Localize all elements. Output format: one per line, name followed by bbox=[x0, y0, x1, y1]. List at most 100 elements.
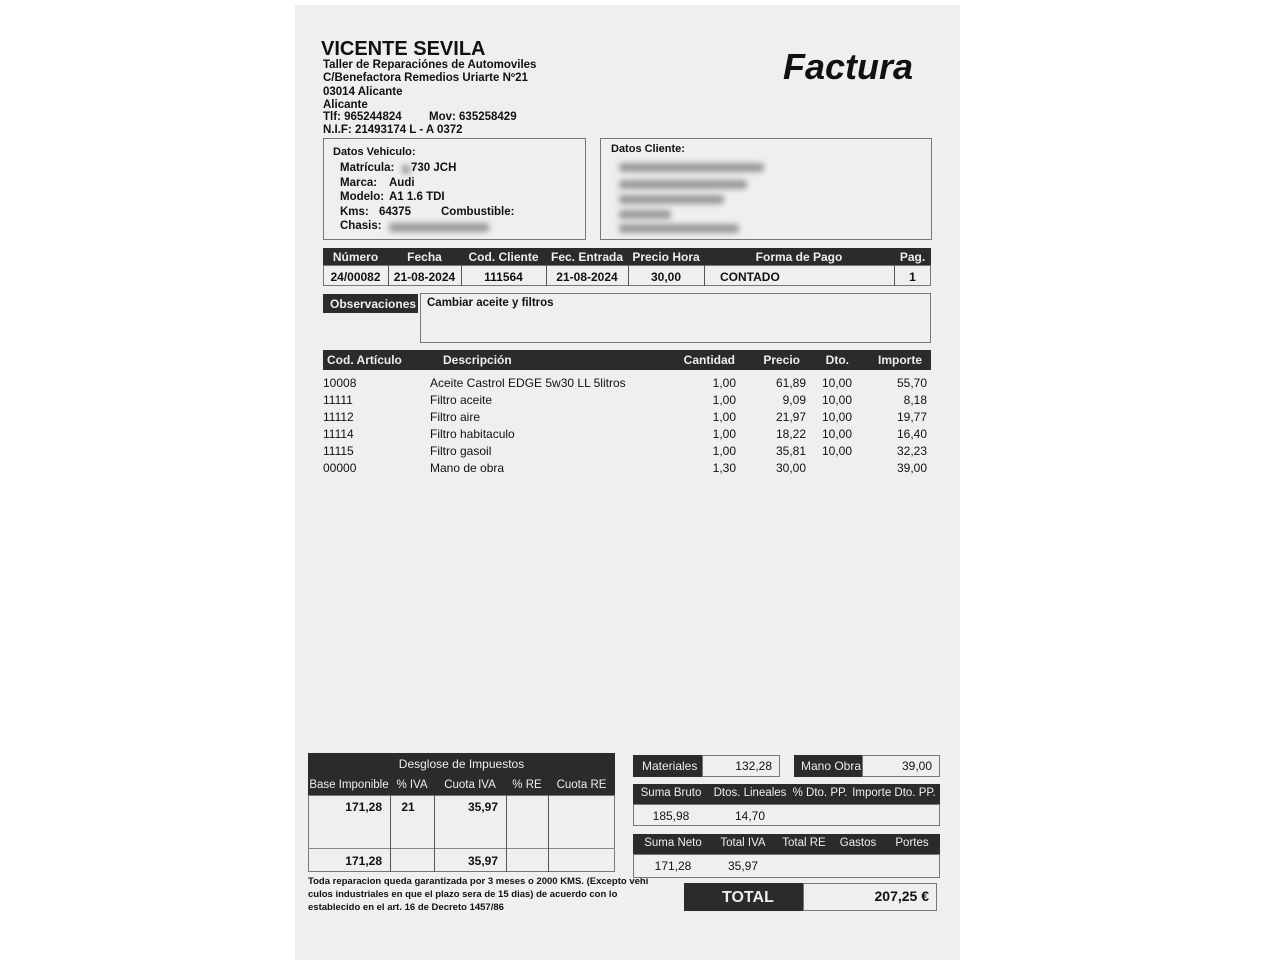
bruto-header bbox=[633, 784, 940, 804]
line-cell: 1,00 bbox=[712, 444, 736, 458]
line-cell: 10,00 bbox=[821, 410, 852, 424]
line-cell: 1,00 bbox=[712, 427, 736, 441]
line-cell: Filtro gasoil bbox=[430, 444, 492, 458]
company-subtitle: Taller de Reparaciónes de Automoviles bbox=[323, 59, 537, 71]
total-value: 207,25 € bbox=[874, 888, 930, 904]
company-postal: 03014 Alicante bbox=[323, 86, 403, 98]
lines-header-col: Precio bbox=[763, 353, 800, 367]
document-title: Factura bbox=[783, 46, 914, 87]
taxes-col: % RE bbox=[512, 779, 542, 791]
redacted-client bbox=[619, 210, 671, 219]
company-name: VICENTE SEVILA bbox=[321, 38, 486, 60]
divider bbox=[548, 795, 549, 872]
taxes-title: Desglose de Impuestos bbox=[398, 757, 525, 771]
modelo-value: A1 1.6 TDI bbox=[389, 191, 445, 203]
invoice-header-col: Pag. bbox=[899, 250, 926, 264]
guarantee-note: Toda reparacion queda garantizada por 3 … bbox=[308, 875, 648, 914]
line-cell: 1,00 bbox=[712, 376, 736, 390]
line-cell: Filtro aceite bbox=[430, 393, 493, 407]
bruto-col: Suma Bruto bbox=[640, 787, 702, 799]
taxes-header bbox=[308, 753, 615, 795]
divider bbox=[434, 795, 435, 872]
divider bbox=[704, 265, 705, 286]
company-phone: Tlf: 965244824 bbox=[323, 111, 402, 123]
materiales-value: 132,28 bbox=[735, 759, 772, 773]
line-cell: 1,00 bbox=[712, 393, 736, 407]
taxes-col: Cuota IVA bbox=[444, 779, 496, 791]
line-cell: 10008 bbox=[323, 376, 357, 390]
note-line: establecido en el art. 16 de Decreto 145… bbox=[308, 902, 504, 913]
note-line: culos industriales en que el plazo sera … bbox=[308, 889, 618, 900]
divider bbox=[308, 848, 615, 849]
lines-header-col: Cod. Artículo bbox=[327, 353, 402, 367]
company-city: Alicante bbox=[323, 99, 368, 111]
marca-label: Marca: bbox=[340, 177, 378, 189]
bruto-col: Dtos. Lineales bbox=[713, 787, 787, 799]
invoice-header-value: 21-08-2024 bbox=[393, 270, 456, 284]
bruto-value: 14,70 bbox=[734, 809, 766, 823]
lines-header-bar bbox=[323, 350, 931, 370]
neto-col: Total RE bbox=[782, 837, 826, 849]
taxes-value: 35,97 bbox=[467, 800, 498, 814]
observaciones-text: Cambiar aceite y filtros bbox=[427, 297, 554, 309]
neto-col: Portes bbox=[895, 837, 929, 849]
line-cell: 1,00 bbox=[712, 410, 736, 424]
invoice-header-value: 24/00082 bbox=[330, 270, 381, 284]
client-heading: Datos Cliente: bbox=[611, 143, 685, 155]
divider bbox=[546, 265, 547, 286]
invoice-header-value: 1 bbox=[909, 270, 916, 284]
bruto-col: % Dto. PP. bbox=[792, 787, 848, 799]
invoice-header-col: Número bbox=[332, 250, 379, 264]
invoice-header-value: 30,00 bbox=[650, 270, 682, 284]
divider bbox=[388, 265, 389, 286]
line-cell: 9,09 bbox=[782, 393, 806, 407]
vehicle-box bbox=[323, 138, 586, 240]
bruto-col: Importe Dto. PP. bbox=[852, 787, 936, 799]
taxes-col: Cuota RE bbox=[556, 779, 607, 791]
bruto-value: 185,98 bbox=[652, 809, 690, 823]
total-label: TOTAL bbox=[684, 883, 803, 911]
taxes-total: 35,97 bbox=[467, 854, 498, 868]
invoice-header-col: Fec. Entrada bbox=[550, 250, 624, 264]
note-line: Toda reparacion queda garantizada por 3 … bbox=[308, 876, 649, 887]
redacted-client bbox=[619, 180, 747, 189]
line-cell: 21,97 bbox=[775, 410, 806, 424]
lines-header-col: Importe bbox=[877, 353, 922, 367]
invoice-header-value: CONTADO bbox=[720, 270, 780, 284]
neto-header bbox=[633, 834, 940, 854]
divider bbox=[894, 265, 895, 286]
invoice-header-col: Forma de Pago bbox=[755, 250, 843, 264]
redacted-client bbox=[619, 195, 724, 204]
kms-value: 64375 bbox=[379, 206, 411, 218]
line-cell: 10,00 bbox=[821, 427, 852, 441]
line-cell: Filtro aire bbox=[430, 410, 481, 424]
line-cell: 11111 bbox=[323, 393, 353, 407]
invoice-header-col: Precio Hora bbox=[632, 250, 700, 264]
line-cell: 11112 bbox=[323, 410, 354, 424]
line-cell: 10,00 bbox=[821, 376, 852, 390]
line-cell: 55,70 bbox=[896, 376, 927, 390]
neto-col: Total IVA bbox=[720, 837, 766, 849]
taxes-value: 21 bbox=[401, 800, 415, 814]
taxes-col: Base Imponible bbox=[309, 779, 389, 791]
company-address: C/Benefactora Remedios Uriarte Nº21 bbox=[323, 72, 528, 84]
invoice-header-col: Cod. Cliente bbox=[468, 250, 539, 264]
line-cell: 32,23 bbox=[896, 444, 927, 458]
line-cell: Mano de obra bbox=[430, 461, 505, 475]
lines-header-col: Dto. bbox=[825, 353, 849, 367]
line-cell: 1,30 bbox=[712, 461, 736, 475]
redacted bbox=[402, 165, 410, 174]
redacted-client bbox=[619, 224, 739, 233]
taxes-col: % IVA bbox=[396, 779, 428, 791]
line-cell: 00000 bbox=[323, 461, 357, 475]
line-cell: 39,00 bbox=[896, 461, 927, 475]
line-cell: 10,00 bbox=[821, 393, 852, 407]
invoice-header-bar bbox=[323, 248, 931, 265]
invoice-header-value: 21-08-2024 bbox=[556, 270, 618, 284]
lines-header-col: Descripción bbox=[443, 353, 512, 367]
chasis-label: Chasis: bbox=[340, 220, 382, 232]
modelo-label: Modelo: bbox=[340, 191, 385, 203]
redacted-client bbox=[619, 163, 764, 172]
vehicle-heading: Datos Vehiculo: bbox=[333, 146, 416, 158]
mano-obra-box bbox=[862, 755, 940, 777]
